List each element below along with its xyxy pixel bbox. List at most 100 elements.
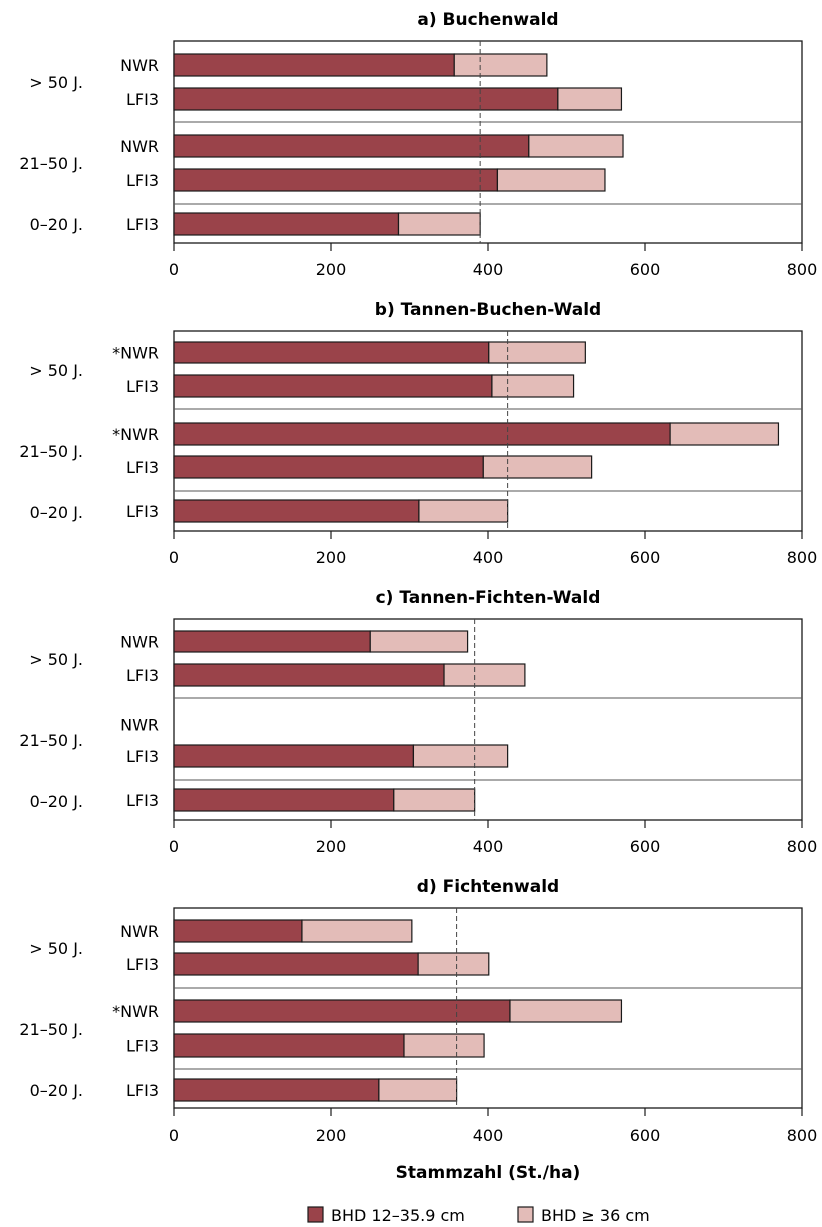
bar-segment-large xyxy=(669,422,780,446)
panel-title: b) Tannen-Buchen-Wald xyxy=(375,300,601,320)
bar-label: LFI3 xyxy=(126,171,159,190)
group-label: 0–20 J. xyxy=(30,1081,83,1100)
bar-segment-large xyxy=(378,1078,458,1102)
x-tick-label: 800 xyxy=(787,837,818,856)
bar-segment-small xyxy=(173,499,420,523)
bar-segment-large xyxy=(557,87,623,111)
bar-segment-large xyxy=(488,341,586,364)
bar-label: LFI3 xyxy=(126,458,159,477)
x-tick-label: 600 xyxy=(630,548,661,567)
bar-segment-large xyxy=(491,374,575,398)
bar-segment-small xyxy=(173,788,395,812)
bar-label: LFI3 xyxy=(126,215,159,234)
bar-segment-large xyxy=(443,663,526,687)
x-tick-label: 400 xyxy=(473,1126,504,1145)
x-tick-label: 200 xyxy=(316,837,347,856)
x-tick-label: 400 xyxy=(473,260,504,279)
x-tick-label: 200 xyxy=(316,260,347,279)
x-tick-label: 800 xyxy=(787,1126,818,1145)
x-tick-label: 0 xyxy=(169,260,179,279)
group-label: 21–50 J. xyxy=(19,442,83,461)
group-label: > 50 J. xyxy=(29,73,83,92)
bar-segment-large xyxy=(369,630,469,653)
panel-title: a) Buchenwald xyxy=(417,10,558,30)
bar-segment-large xyxy=(453,53,548,77)
bar-label: LFI3 xyxy=(126,377,159,396)
x-tick-label: 800 xyxy=(787,260,818,279)
x-tick-label: 400 xyxy=(473,548,504,567)
bar-label: LFI3 xyxy=(126,666,159,685)
bar-segment-small xyxy=(173,212,400,236)
bar-segment-small xyxy=(173,1033,405,1058)
bar-segment-small xyxy=(173,630,371,653)
x-tick-label: 0 xyxy=(169,837,179,856)
group-label: 0–20 J. xyxy=(30,792,83,811)
bar-label: LFI3 xyxy=(126,90,159,109)
bar-label: *NWR xyxy=(112,425,159,444)
x-tick-label: 200 xyxy=(316,1126,347,1145)
bar-label: NWR xyxy=(120,56,159,75)
x-tick-label: 600 xyxy=(630,260,661,279)
bar-segment-large xyxy=(393,788,476,812)
bar-label: LFI3 xyxy=(126,791,159,810)
group-label: > 50 J. xyxy=(29,361,83,380)
bar-label: LFI3 xyxy=(126,747,159,766)
bar-segment-small xyxy=(173,919,303,943)
bar-label: NWR xyxy=(120,633,159,652)
legend-label: BHD ≥ 36 cm xyxy=(541,1206,650,1225)
bar-segment-large xyxy=(482,455,593,479)
bar-segment-large xyxy=(496,168,606,192)
bar-label: *NWR xyxy=(112,1002,159,1021)
bar-segment-small xyxy=(173,168,499,192)
bar-segment-large xyxy=(397,212,481,236)
bar-segment-large xyxy=(403,1033,485,1058)
x-tick-label: 200 xyxy=(316,548,347,567)
x-tick-label: 600 xyxy=(630,1126,661,1145)
bar-segment-small xyxy=(173,53,455,77)
x-tick-label: 600 xyxy=(630,837,661,856)
bar-segment-small xyxy=(173,87,559,111)
group-label: > 50 J. xyxy=(29,650,83,669)
bar-label: LFI3 xyxy=(126,1037,159,1056)
bar-label: NWR xyxy=(120,922,159,941)
bar-label: *NWR xyxy=(112,344,159,363)
bar-segment-large xyxy=(417,952,490,976)
group-label: > 50 J. xyxy=(29,939,83,958)
group-label: 0–20 J. xyxy=(30,503,83,522)
bar-segment-small xyxy=(173,341,490,364)
bar-label: LFI3 xyxy=(126,502,159,521)
x-tick-label: 400 xyxy=(473,837,504,856)
bar-segment-small xyxy=(173,134,530,158)
legend-label: BHD 12–35.9 cm xyxy=(331,1206,465,1225)
bar-segment-small xyxy=(173,663,445,687)
x-tick-label: 0 xyxy=(169,1126,179,1145)
bar-segment-large xyxy=(509,999,623,1023)
bar-label: LFI3 xyxy=(126,1081,159,1100)
x-tick-label: 800 xyxy=(787,548,818,567)
group-label: 21–50 J. xyxy=(19,154,83,173)
group-label: 21–50 J. xyxy=(19,731,83,750)
group-label: 21–50 J. xyxy=(19,1020,83,1039)
bar-label: NWR xyxy=(120,716,159,735)
x-tick-label: 0 xyxy=(169,548,179,567)
bar-segment-large xyxy=(418,499,509,523)
x-axis-label: Stammzahl (St./ha) xyxy=(396,1163,581,1183)
bar-segment-large xyxy=(301,919,413,943)
bar-segment-large xyxy=(528,134,624,158)
bar-segment-small xyxy=(173,455,484,479)
bar-segment-small xyxy=(173,1078,380,1102)
bar-segment-large xyxy=(412,744,509,768)
bar-segment-small xyxy=(173,744,415,768)
legend-swatch xyxy=(517,1206,534,1223)
bar-segment-small xyxy=(173,999,511,1023)
bar-label: LFI3 xyxy=(126,955,159,974)
bar-label: NWR xyxy=(120,137,159,156)
bar-segment-small xyxy=(173,422,671,446)
group-label: 0–20 J. xyxy=(30,215,83,234)
bar-segment-small xyxy=(173,374,493,398)
bar-segment-small xyxy=(173,952,419,976)
panel-title: d) Fichtenwald xyxy=(417,877,559,897)
legend-swatch xyxy=(307,1206,324,1223)
panel-title: c) Tannen-Fichten-Wald xyxy=(376,588,601,608)
